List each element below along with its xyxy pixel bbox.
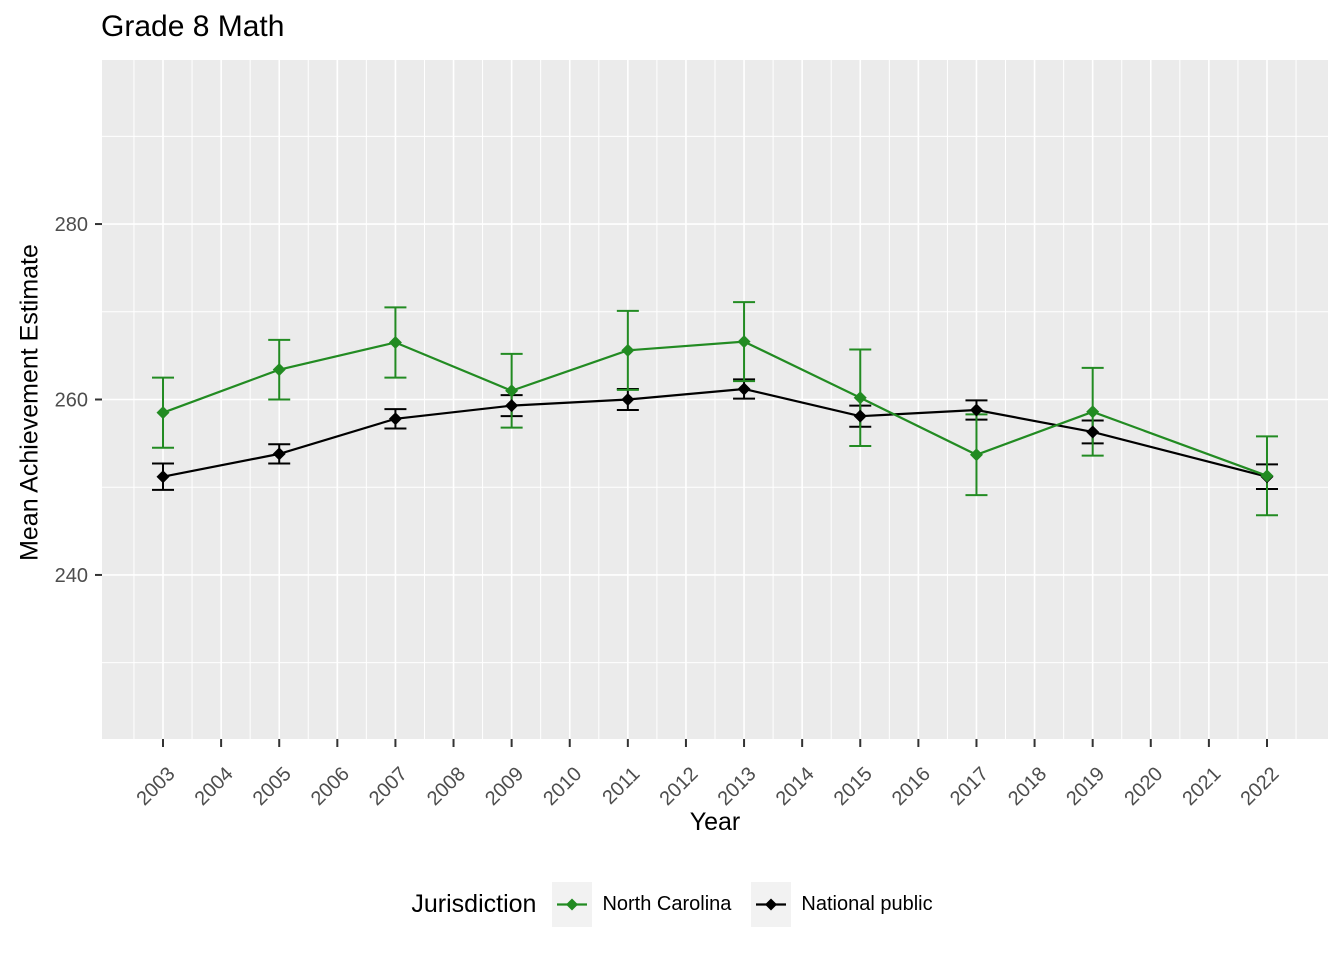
data-point [621,343,635,357]
data-point [1086,405,1100,419]
x-axis-title: Year [689,808,741,836]
x-tick-label: 2005 [249,763,296,810]
series-line-north-carolina [162,340,1268,477]
data-point [505,384,519,398]
legend-title: Jurisdiction [411,890,537,918]
data-point [388,335,402,349]
plot-area: 2003 2004 2005 2006 2007 2008 2009 2010 2011 2012… [55,60,1328,810]
x-tick-label: 2003 [133,763,180,810]
y-tick-label: 260 [55,390,88,412]
x-tick-label: 2017 [946,763,993,810]
data-point [272,447,286,461]
data-point [388,412,402,426]
x-tick-label: 2021 [1178,763,1225,810]
data-point [156,470,170,484]
legend-item-north-carolina: North Carolina [552,882,731,927]
x-tick-label: 2013 [714,763,761,810]
x-tick-label: 2010 [539,763,586,810]
legend-label: North Carolina [602,893,732,915]
data-point [853,409,867,423]
legend-key-national-public-icon [751,882,792,927]
legend: Jurisdiction North Carolina National pub… [0,882,1344,927]
x-tick-label: 2004 [191,763,238,810]
x-tick-label: 2007 [365,763,412,810]
y-tick-label: 280 [55,214,88,236]
series-line-national-public [162,387,1268,478]
data-point [969,448,983,462]
y-tick-labels: 240 260 280 [55,214,88,587]
y-tick-label: 240 [55,565,88,587]
x-tick-label: 2015 [830,763,877,810]
x-tick-label: 2018 [1004,763,1051,810]
x-tick-label: 2019 [1062,763,1109,810]
x-tick-label: 2014 [772,763,819,810]
chart-title: Grade 8 Math [101,10,285,43]
x-tick-label: 2006 [307,763,354,810]
data-point [505,399,519,413]
data-point [853,391,867,405]
legend-item-national-public: National public [751,882,933,927]
data-point [737,382,751,396]
x-tick-label: 2012 [655,763,702,810]
data-point [272,363,286,377]
x-tick-label: 2016 [888,763,935,810]
data-point [737,335,751,349]
data-point [1260,469,1274,483]
x-tick-label: 2008 [423,763,470,810]
legend-key-north-carolina-icon [552,882,593,927]
data-point [1086,425,1100,439]
data-point [621,393,635,406]
data-point [156,406,170,420]
x-tick-label: 2022 [1237,763,1284,810]
data-point [969,403,983,417]
x-tick-labels: 2003 2004 2005 2006 2007 2008 2009 2010 2011 2012… [133,763,1284,810]
x-tick-label: 2009 [481,763,528,810]
x-tick-label: 2020 [1120,763,1167,810]
y-axis-title: Mean Achievement Estimate [15,244,44,561]
x-tick-label: 2011 [598,763,644,809]
axis-tick-marks [95,223,1268,747]
series-points-north-carolina [156,335,1274,483]
legend-label: National public [801,893,933,915]
